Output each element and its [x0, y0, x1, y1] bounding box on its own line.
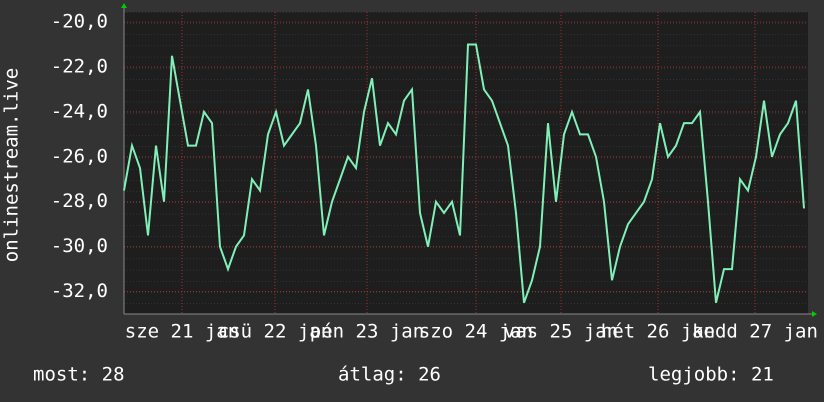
y-axis-arrow [121, 3, 127, 8]
x-tick-label: pén 23 jan [310, 321, 424, 343]
data-line [123, 43, 805, 304]
y-tick-label: -20,0 [51, 11, 108, 33]
y-tick-label: -26,0 [51, 145, 108, 167]
y-tick-label: -28,0 [51, 190, 108, 212]
y-tick-label: -30,0 [51, 235, 108, 257]
y-tick-label: -22,0 [51, 56, 108, 78]
x-axis-arrow [812, 311, 817, 317]
stat-average: átlag: 26 [338, 364, 441, 386]
x-tick-label: hét 26 jan [601, 321, 715, 343]
minor-grid [124, 12, 808, 314]
x-tick-label: vas 25 jan [504, 321, 618, 343]
y-tick-label: -24,0 [51, 100, 108, 122]
x-tick-label: csü 22 jan [218, 321, 332, 343]
y-axis-label: onlinestream.live [1, 68, 23, 262]
stat-best: legjobb: 21 [648, 364, 774, 386]
y-tick-label: -32,0 [51, 280, 108, 302]
stat-now: most: 28 [33, 364, 125, 386]
x-tick-label: sze 21 jan [125, 321, 239, 343]
x-tick-label: szo 24 jan [419, 321, 533, 343]
x-tick-label: kedd 27 jan [692, 321, 818, 343]
